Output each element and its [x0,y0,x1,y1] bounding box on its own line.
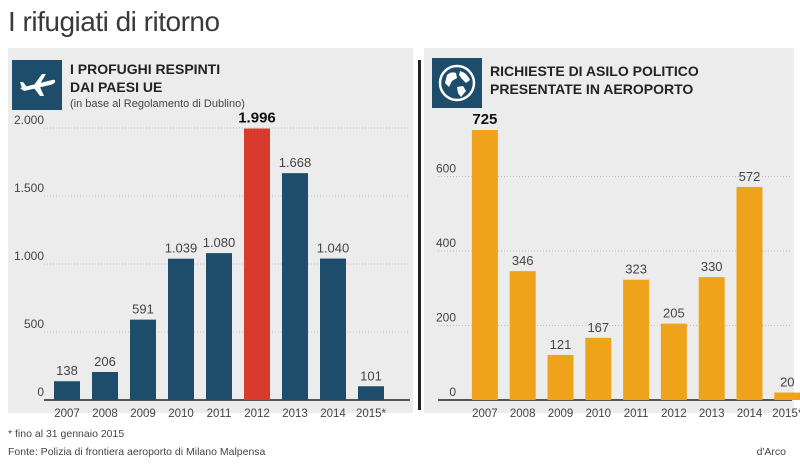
left-title-line2: DAI PAESI UE [70,79,163,95]
right-value-label: 725 [472,111,497,128]
right-bar [585,337,612,400]
left-bar [282,173,308,400]
airplane-icon [12,60,62,110]
footnote: * fino al 31 gennaio 2015 [8,428,125,440]
left-xtick-label: 2008 [92,408,118,420]
left-value-label: 1.668 [279,155,312,170]
left-value-label: 1.080 [203,235,236,250]
right-bar [471,130,498,400]
left-xtick-label: 2012 [244,408,270,420]
right-ytick-label: 0 [449,385,456,399]
right-title-line2: PRESENTATE IN AEROPORTO [490,81,694,97]
left-value-label: 1.039 [165,241,198,256]
left-xtick-label: 2010 [168,408,194,420]
globe-icon [432,58,482,108]
right-value-label: 20 [780,375,794,390]
right-xtick-label: 2012 [661,408,687,420]
left-bar [92,371,118,400]
left-xtick-label: 2015* [356,408,387,420]
left-value-label: 1.996 [238,110,276,127]
right-ytick-label: 200 [436,311,456,325]
left-ytick-label: 0 [37,385,44,399]
left-bar [206,253,232,400]
right-xtick-label: 2014 [737,408,763,420]
panel-divider [418,60,421,410]
right-value-label: 167 [587,320,609,335]
left-xtick-label: 2009 [130,408,156,420]
left-value-label: 101 [360,368,382,383]
left-bar [320,258,346,400]
source-note: Fonte: Polizia di frontiera aeroporto di… [8,446,266,458]
right-value-label: 346 [512,253,534,268]
left-ytick-label: 1.000 [14,249,44,263]
right-bar [547,354,574,400]
right-bar [660,323,687,400]
right-value-label: 572 [739,169,761,184]
right-bar [623,279,650,400]
left-bar [244,128,270,400]
right-xtick-label: 2008 [510,408,536,420]
right-value-label: 121 [550,337,572,352]
left-xtick-label: 2011 [207,408,232,420]
left-ytick-label: 2.000 [14,113,44,127]
right-xtick-label: 2007 [472,408,498,420]
right-bar [509,271,536,400]
left-value-label: 591 [132,302,154,317]
right-value-label: 205 [663,306,685,321]
left-xtick-label: 2013 [282,408,308,420]
left-value-label: 138 [56,363,78,378]
left-xtick-label: 2007 [54,408,80,420]
credit: d'Arco [756,446,786,458]
left-bar [358,386,384,400]
left-value-label: 206 [94,354,116,369]
right-xtick-label: 2010 [586,408,612,420]
page-title: I rifugiati di ritorno [8,6,220,37]
right-xtick-label: 2009 [548,408,574,420]
right-xtick-label: 2015* [772,408,800,420]
left-value-label: 1.040 [317,241,350,256]
right-bar [774,392,800,400]
left-panel-title: I PROFUGHI RESPINTI DAI PAESI UE [70,60,220,96]
left-bar [54,381,80,400]
right-panel-title: RICHIESTE DI ASILO POLITICO PRESENTATE I… [490,62,699,98]
right-ytick-label: 600 [436,162,456,176]
right-xtick-label: 2011 [624,408,649,420]
left-ytick-label: 500 [24,317,44,331]
left-bar [130,319,156,400]
right-xtick-label: 2013 [699,408,725,420]
left-title-line1: I PROFUGHI RESPINTI [70,61,221,77]
right-value-label: 323 [625,262,647,277]
right-value-label: 330 [701,259,723,274]
left-bar [168,258,194,400]
right-bar [698,277,725,400]
left-panel-subtitle: (in base al Regolamento di Dublino) [70,98,245,110]
left-ytick-label: 1.500 [14,181,44,195]
right-ytick-label: 400 [436,236,456,250]
right-bar [736,186,763,400]
left-xtick-label: 2014 [320,408,346,420]
right-title-line1: RICHIESTE DI ASILO POLITICO [490,63,699,79]
